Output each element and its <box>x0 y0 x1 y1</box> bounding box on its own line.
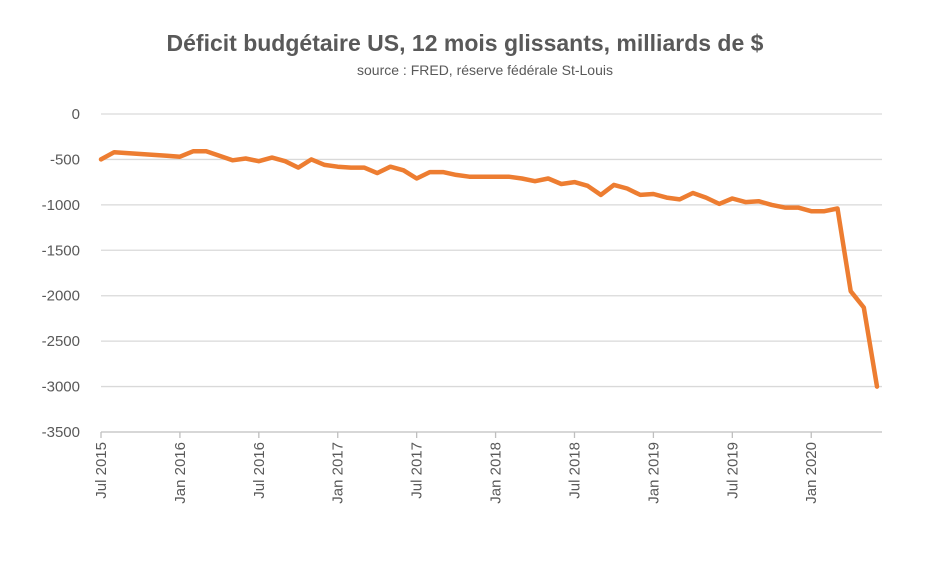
chart-subtitle: source : FRED, réserve fédérale St-Louis <box>357 62 613 78</box>
y-tick-label: -1000 <box>42 197 80 214</box>
series-line <box>98 149 880 389</box>
x-tick-label: Jul 2016 <box>251 442 268 499</box>
chart-title: Déficit budgétaire US, 12 mois glissants… <box>166 30 764 56</box>
y-tick-label: -3000 <box>42 379 80 396</box>
x-tick-label: Jul 2017 <box>409 442 426 499</box>
y-tick-label: -2500 <box>42 333 80 350</box>
x-tick-label: Jul 2019 <box>724 442 741 499</box>
x-tick-label: Jan 2020 <box>803 442 820 504</box>
y-tick-label: -2000 <box>42 288 80 305</box>
y-tick-label: -1500 <box>42 242 80 259</box>
x-tick-label: Jan 2016 <box>172 442 189 504</box>
y-tick-label: -500 <box>50 151 80 168</box>
x-tick-label: Jan 2018 <box>488 442 505 504</box>
x-tick-label: Jan 2017 <box>330 442 347 504</box>
y-tick-label: -3500 <box>42 424 80 441</box>
x-tick-label: Jul 2015 <box>93 442 110 499</box>
y-tick-label: 0 <box>72 106 80 123</box>
x-tick-label: Jan 2019 <box>645 442 662 504</box>
x-tick-label: Jul 2018 <box>566 442 583 499</box>
